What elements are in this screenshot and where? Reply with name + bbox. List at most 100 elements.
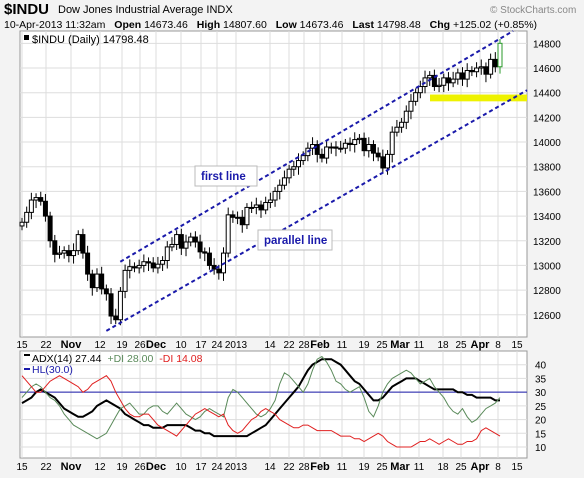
adx-panel: 10 15 20 25 30 35 40 15 22 Nov 12 19 26 Dec 10 17 24 2013…	[16, 350, 547, 473]
adx-xtick-label: Feb	[310, 461, 330, 473]
candle-body	[117, 290, 123, 321]
candle-body	[333, 146, 339, 149]
price-xtick-label: 24	[211, 340, 223, 351]
adx-xtick-label: 15	[511, 462, 523, 473]
adx-xtick-label: 10	[175, 462, 187, 473]
candle-body	[38, 197, 44, 202]
price-xtick-label: Nov	[61, 339, 83, 351]
candle-body	[150, 262, 156, 269]
adx-plot-area	[19, 350, 528, 459]
candle-body	[141, 261, 147, 266]
adx-line	[21, 358, 500, 438]
candle-body	[230, 214, 236, 218]
annotation-box	[194, 165, 258, 187]
candle-body	[192, 236, 198, 243]
candle-body	[99, 273, 105, 290]
adx-xtick-label: 25	[455, 462, 467, 473]
adx-xtick-label: 28	[298, 462, 310, 473]
price-ytick-label: 13400	[533, 212, 561, 223]
candle-body	[324, 146, 330, 159]
low-value: 14673.46	[299, 19, 344, 31]
candle-body	[347, 142, 353, 146]
upper-channel-line	[119, 30, 514, 263]
candle-body	[431, 74, 437, 88]
price-xtick-label: 11	[414, 340, 425, 351]
price-xtick-label: 14	[264, 340, 276, 351]
candle-body	[319, 153, 325, 159]
adx-xtick-label: Nov	[61, 461, 83, 473]
price-xtick-label: 8	[495, 340, 501, 351]
candle-body	[244, 206, 250, 226]
candle-body	[216, 268, 222, 274]
quote-datetime: 10-Apr-2013 11:32am	[4, 19, 106, 31]
candle-body	[281, 177, 287, 186]
watermark: © StockCharts.com	[490, 5, 577, 16]
candle-body	[450, 78, 456, 84]
candle-body	[258, 204, 264, 211]
candle-body	[164, 246, 170, 261]
candle-body	[131, 266, 137, 269]
low-label: Low	[275, 19, 297, 31]
candle-body	[206, 252, 212, 266]
adx-xtick-label: 25	[376, 462, 388, 473]
candle-body	[328, 146, 334, 149]
adx-xtick-label: 11	[414, 462, 425, 473]
candle-body	[399, 121, 405, 128]
candle-body	[436, 84, 442, 88]
candle-body	[183, 241, 189, 249]
candle-body	[445, 77, 451, 84]
candle-body	[24, 211, 30, 223]
candle-body	[385, 153, 391, 169]
price-xtick-label: Dec	[146, 339, 166, 351]
adx-xtick-label: Dec	[146, 461, 166, 473]
candle-body	[89, 273, 95, 289]
candle-body	[61, 250, 67, 254]
candle-body	[66, 250, 72, 257]
candle-body	[478, 66, 484, 69]
candle-body	[361, 137, 367, 152]
adx-ytick-label: 10	[535, 443, 547, 454]
price-xtick-label: 10	[175, 340, 187, 351]
candle-body	[42, 200, 48, 217]
candle-body	[408, 100, 414, 112]
adx-xtick-label: Apr	[471, 461, 491, 473]
price-ytick-label: 13600	[533, 187, 561, 198]
open-label: Open	[114, 19, 142, 31]
price-panel: 12600 12800 13000 13200 13400 13600 13800 14000…	[16, 30, 561, 351]
candle-body	[136, 264, 142, 269]
price-xtick-label: 12	[94, 340, 106, 351]
candle-body	[267, 199, 273, 204]
minus-di-line	[21, 375, 501, 448]
adx-xtick-label: 22	[283, 462, 295, 473]
adx-legend: ADX(14) 27.44 +DI 28.00 -DI 14.08	[32, 353, 203, 365]
adx-xtick-label: 26	[134, 462, 146, 473]
candle-body	[310, 144, 316, 149]
candle-body	[352, 139, 358, 146]
candle-body	[108, 293, 114, 317]
candle-body	[85, 252, 91, 275]
candle-body	[389, 131, 395, 155]
price-ytick-label: 14000	[533, 138, 561, 149]
adx-xtick-label: 19	[358, 462, 370, 473]
candle-body	[103, 288, 109, 295]
candle-body	[474, 67, 480, 73]
last-value: 14798.48	[376, 19, 421, 31]
price-ytick-label: 13000	[533, 261, 561, 272]
candle-body	[455, 72, 461, 80]
price-xtick-label: 2013	[225, 340, 248, 351]
candle-body	[497, 42, 503, 68]
price-xtick-label: 18	[437, 340, 449, 351]
chg-value: +125.02 (+0.85%)	[452, 19, 538, 31]
adx-xtick-label: 22	[40, 462, 52, 473]
price-ytick-label: 14600	[533, 64, 561, 75]
last-label: Last	[352, 19, 374, 31]
annotation-label: first line	[201, 171, 246, 183]
adx-ytick-label: 25	[535, 402, 547, 413]
price-xtick-label: 25	[376, 340, 388, 351]
price-plot-area	[19, 30, 528, 338]
candle-body	[417, 86, 423, 94]
candle-body	[202, 251, 208, 254]
candle-body	[380, 156, 386, 169]
price-ytick-label: 14200	[533, 113, 561, 124]
adx-xtick-label: 17	[195, 462, 207, 473]
